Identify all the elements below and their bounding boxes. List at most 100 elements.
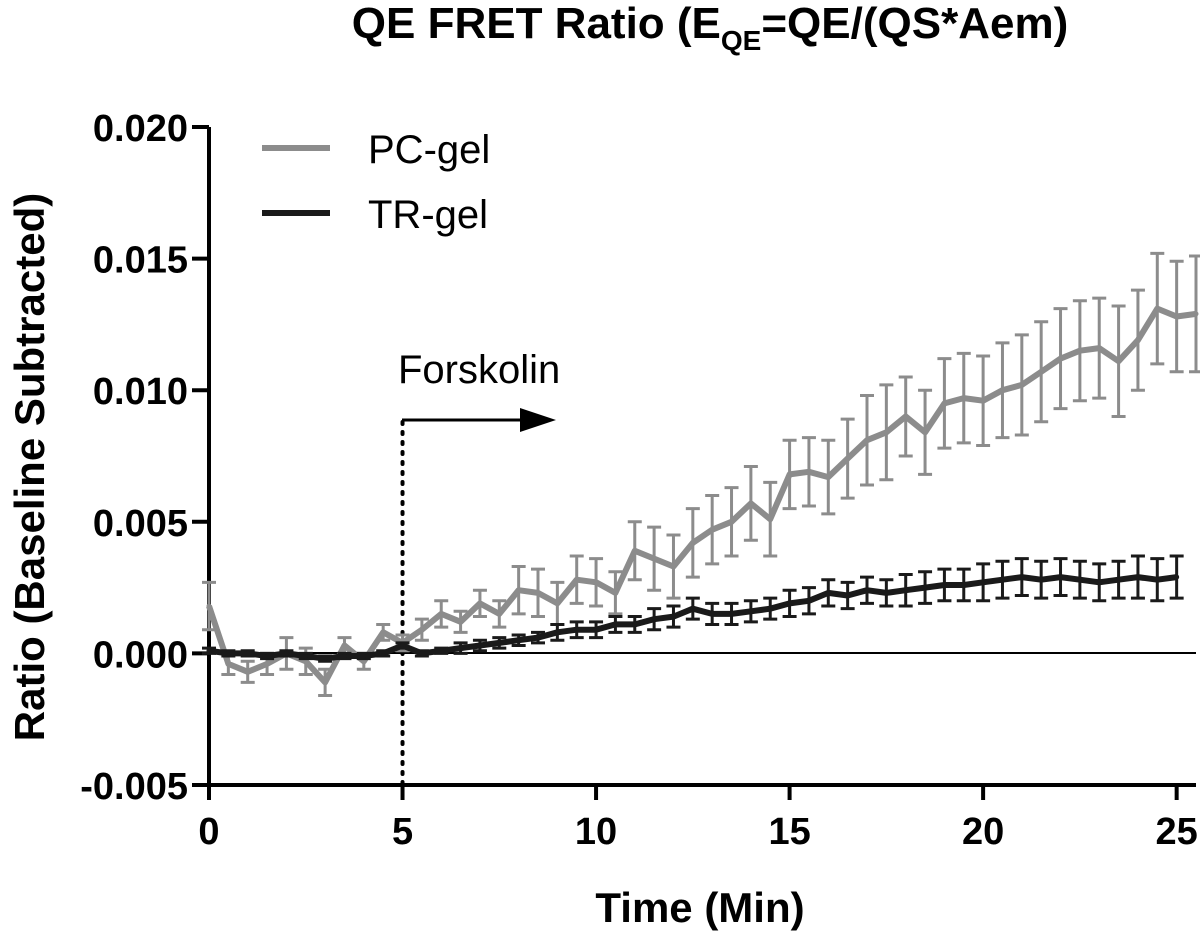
data-point-tr-gel	[787, 600, 793, 606]
data-point-tr-gel	[1096, 579, 1102, 585]
x-tick-label: 10	[575, 811, 617, 853]
x-tick-label: 20	[962, 811, 1004, 853]
data-point-pc-gel	[806, 469, 812, 475]
x-axis-title: Time (Min)	[595, 884, 804, 931]
y-tick-label: 0.000	[93, 634, 188, 676]
data-point-tr-gel	[922, 585, 928, 591]
data-point-pc-gel	[825, 474, 831, 480]
data-point-pc-gel	[670, 564, 676, 570]
data-point-pc-gel	[1077, 348, 1083, 354]
data-point-pc-gel	[1096, 345, 1102, 351]
data-point-pc-gel	[477, 600, 483, 606]
data-point-pc-gel	[1019, 382, 1025, 388]
data-point-tr-gel	[980, 579, 986, 585]
data-point-tr-gel	[516, 637, 522, 643]
data-point-pc-gel	[941, 400, 947, 406]
data-point-pc-gel	[690, 540, 696, 546]
data-point-tr-gel	[303, 653, 309, 659]
data-point-tr-gel	[322, 656, 328, 662]
data-point-pc-gel	[1135, 337, 1141, 343]
data-point-tr-gel	[554, 629, 560, 635]
legend-label-pc-gel: PC-gel	[368, 128, 490, 172]
data-point-pc-gel	[651, 556, 657, 562]
data-point-pc-gel	[903, 414, 909, 420]
data-point-pc-gel	[593, 579, 599, 585]
data-point-pc-gel	[554, 600, 560, 606]
data-point-tr-gel	[748, 608, 754, 614]
data-point-tr-gel	[419, 650, 425, 656]
data-point-pc-gel	[999, 387, 1005, 393]
data-point-tr-gel	[729, 611, 735, 617]
series-pc-gel	[202, 251, 1200, 698]
data-point-tr-gel	[709, 611, 715, 617]
data-point-tr-gel	[283, 650, 289, 656]
y-tick-label: -0.005	[80, 766, 188, 808]
data-point-tr-gel	[245, 650, 251, 656]
data-point-pc-gel	[709, 527, 715, 533]
data-point-tr-gel	[1058, 574, 1064, 580]
data-point-tr-gel	[438, 648, 444, 654]
data-point-tr-gel	[961, 582, 967, 588]
data-point-pc-gel	[535, 590, 541, 596]
data-point-tr-gel	[941, 582, 947, 588]
data-point-tr-gel	[999, 577, 1005, 583]
data-point-pc-gel	[341, 643, 347, 649]
data-point-pc-gel	[845, 456, 851, 462]
data-point-tr-gel	[1038, 577, 1044, 583]
data-point-pc-gel	[767, 516, 773, 522]
data-point-pc-gel	[961, 395, 967, 401]
data-point-pc-gel	[1038, 369, 1044, 375]
data-point-pc-gel	[1058, 356, 1064, 362]
data-point-pc-gel	[883, 429, 889, 435]
data-point-tr-gel	[806, 598, 812, 604]
data-point-pc-gel	[516, 587, 522, 593]
data-point-tr-gel	[767, 606, 773, 612]
data-point-tr-gel	[206, 648, 212, 654]
chart-title: QE FRET Ratio (EQE=QE/(QS*Aem)	[352, 0, 1068, 56]
data-point-pc-gel	[787, 471, 793, 477]
data-point-tr-gel	[264, 653, 270, 659]
data-point-tr-gel	[496, 640, 502, 646]
data-point-pc-gel	[574, 577, 580, 583]
data-point-tr-gel	[690, 606, 696, 612]
data-point-pc-gel	[225, 661, 231, 667]
data-point-tr-gel	[1077, 577, 1083, 583]
y-axis-title: Ratio (Baseline Subtracted)	[6, 193, 53, 741]
data-point-tr-gel	[632, 621, 638, 627]
data-point-pc-gel	[496, 611, 502, 617]
y-tick-label: 0.005	[93, 503, 188, 545]
data-point-tr-gel	[535, 635, 541, 641]
data-point-tr-gel	[612, 621, 618, 627]
data-point-tr-gel	[361, 653, 367, 659]
data-point-pc-gel	[322, 679, 328, 685]
data-point-pc-gel	[206, 603, 212, 609]
data-point-pc-gel	[864, 437, 870, 443]
data-point-pc-gel	[438, 611, 444, 617]
x-tick-label: 25	[1156, 811, 1198, 853]
data-point-tr-gel	[341, 653, 347, 659]
x-ticks: 0 5 10 15 20 25	[198, 785, 1198, 853]
data-point-pc-gel	[612, 590, 618, 596]
data-point-tr-gel	[1154, 577, 1160, 583]
data-point-tr-gel	[1135, 574, 1141, 580]
forskolin-label: Forskolin	[398, 348, 560, 392]
data-point-tr-gel	[1116, 577, 1122, 583]
x-tick-label: 15	[768, 811, 810, 853]
data-point-tr-gel	[225, 650, 231, 656]
series-line-pc-gel	[206, 305, 1197, 686]
y-tick-label: 0.015	[93, 240, 188, 282]
y-tick-label: 0.010	[93, 371, 188, 413]
x-tick-label: 5	[392, 811, 413, 853]
data-point-tr-gel	[845, 592, 851, 598]
series-layer	[202, 251, 1200, 698]
y-tick-label: 0.020	[93, 108, 188, 150]
data-point-tr-gel	[380, 650, 386, 656]
data-point-pc-gel	[380, 629, 386, 635]
data-point-pc-gel	[1193, 311, 1199, 317]
data-point-pc-gel	[980, 398, 986, 404]
data-point-pc-gel	[632, 548, 638, 554]
data-point-tr-gel	[864, 587, 870, 593]
data-point-tr-gel	[1174, 574, 1180, 580]
data-point-tr-gel	[593, 627, 599, 633]
forskolin-annotation: Forskolin	[398, 348, 560, 787]
